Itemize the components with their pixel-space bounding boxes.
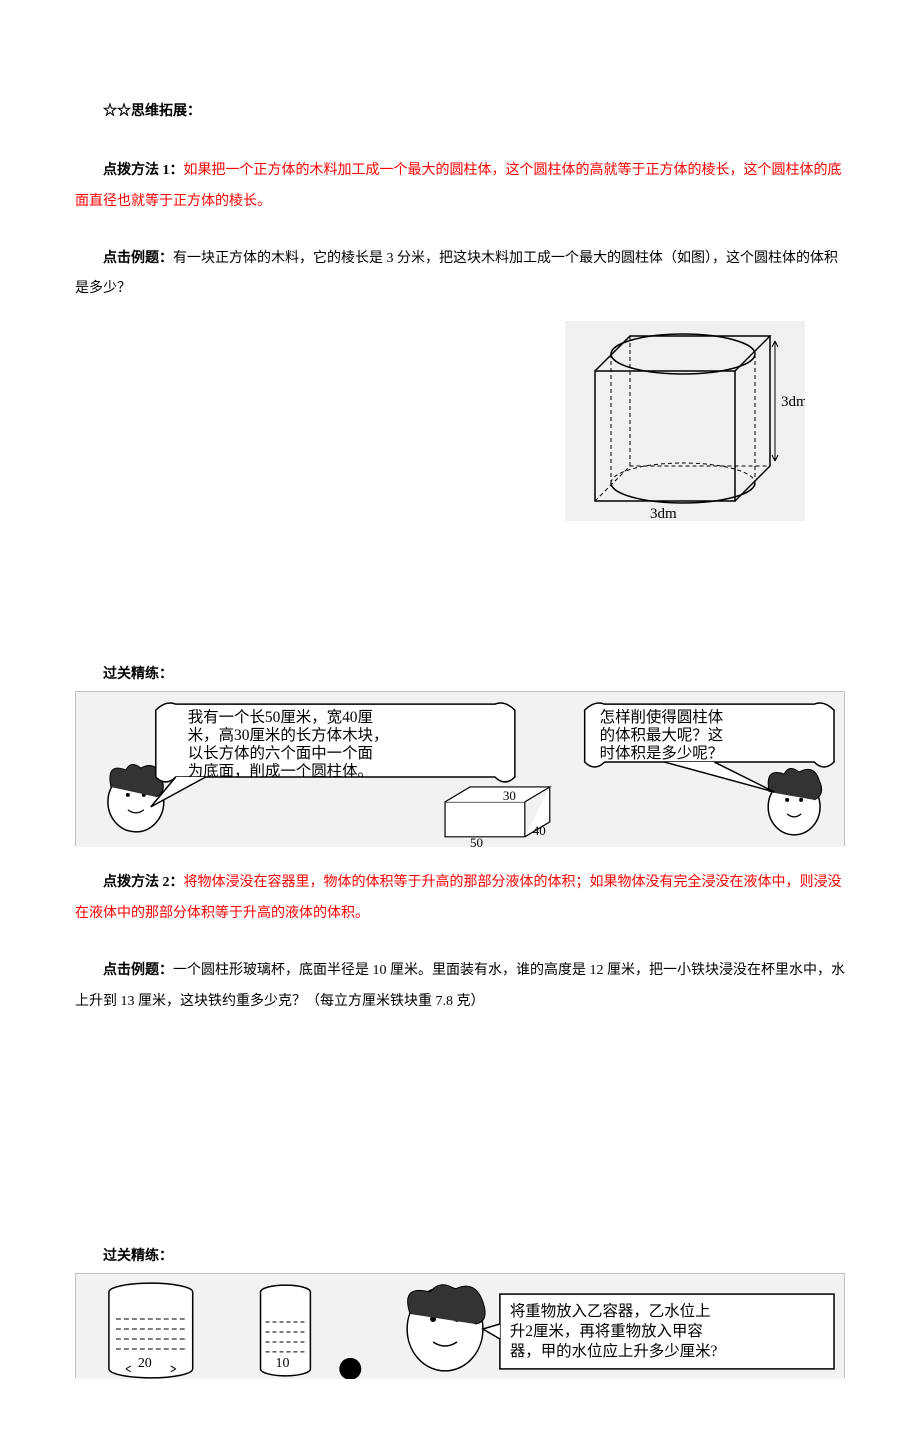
cube-label-bottom: 3dm bbox=[650, 506, 677, 521]
exercise-1-label: 过关精练： bbox=[75, 663, 845, 683]
ex1-bubble-right-1: 怎样削使得圆柱体 bbox=[600, 708, 724, 726]
example-1-paragraph: 点击例题：有一块正方体的木料，它的棱长是 3 分米，把这块木料加工成一个最大的圆… bbox=[75, 244, 845, 306]
method-2-text: 将物体浸没在容器里，物体的体积等于升高的那部分液体的体积；如果物体没有完全浸没在… bbox=[75, 875, 842, 921]
exercise-2-label: 过关精练： bbox=[75, 1245, 845, 1265]
cube-svg: 3dm 3dm bbox=[565, 321, 805, 521]
exercise-1-svg: 我有一个长50厘米，宽40厘 米，高30厘米的长方体木块， 以长方体的六个面中一… bbox=[76, 692, 844, 847]
ex1-bubble-right-2: 的体积最大呢？这 bbox=[600, 726, 724, 744]
example-2-text: 一个圆柱形玻璃杯，底面半径是 10 厘米。里面装有水，谁的高度是 12 厘米，把… bbox=[75, 963, 845, 1009]
example-1-text: 有一块正方体的木料，它的棱长是 3 分米，把这块木料加工成一个最大的圆柱体（如图… bbox=[75, 251, 838, 297]
ex1-bubble-left-2: 米，高30厘米的长方体木块， bbox=[188, 726, 389, 744]
ex2-bubble-3: 器，甲的水位应上升多少厘米? bbox=[510, 1341, 718, 1360]
example-2-paragraph: 点击例题：一个圆柱形玻璃杯，底面半径是 10 厘米。里面装有水，谁的高度是 12… bbox=[75, 956, 845, 1018]
method-1-label: 点拨方法 1： bbox=[103, 163, 184, 178]
ex1-bubble-left-1: 我有一个长50厘米，宽40厘 bbox=[188, 708, 373, 726]
ex2-bubble-2: 升2厘米，再将重物放入甲容 bbox=[510, 1322, 703, 1340]
method-2-paragraph: 点拨方法 2：将物体浸没在容器里，物体的体积等于升高的那部分液体的体积；如果物体… bbox=[75, 868, 845, 930]
exercise-2-svg: 20 10 将重物放入乙容器，乙水位上 升2厘米，再将重物放入甲容 器，甲的水位… bbox=[76, 1274, 844, 1379]
example-1-label: 点击例题： bbox=[103, 251, 173, 266]
ex1-bubble-right-3: 时体积是多少呢？ bbox=[600, 744, 724, 762]
exercise-1-figure: 我有一个长50厘米，宽40厘 米，高30厘米的长方体木块， 以长方体的六个面中一… bbox=[75, 691, 845, 846]
ex2-cyl1: 20 bbox=[138, 1356, 152, 1371]
ex1-bubble-left-3: 以长方体的六个面中一个面 bbox=[188, 744, 373, 762]
example-2-label: 点击例题： bbox=[103, 963, 173, 978]
ex1-dim-h: 30 bbox=[503, 788, 516, 803]
method-1-paragraph: 点拨方法 1：如果把一个正方体的木料加工成一个最大的圆柱体，这个圆柱体的高就等于… bbox=[75, 156, 845, 218]
method-1-text: 如果把一个正方体的木料加工成一个最大的圆柱体，这个圆柱体的高就等于正方体的棱长，… bbox=[75, 163, 842, 209]
ex1-dim-l: 50 bbox=[470, 835, 483, 847]
ex1-dim-w: 40 bbox=[533, 823, 546, 838]
section-header: ☆☆思维拓展： bbox=[75, 100, 845, 120]
method-2-label: 点拨方法 2： bbox=[103, 875, 184, 890]
cube-label-right: 3dm bbox=[781, 394, 805, 410]
exercise-2-figure: 20 10 将重物放入乙容器，乙水位上 升2厘米，再将重物放入甲容 器，甲的水位… bbox=[75, 1273, 845, 1378]
cube-figure: 3dm 3dm bbox=[75, 321, 845, 521]
ex2-cyl2: 10 bbox=[275, 1356, 289, 1371]
ex1-bubble-left-4: 为底面，削成一个圆柱体。 bbox=[188, 762, 373, 780]
ex2-bubble-1: 将重物放入乙容器，乙水位上 bbox=[510, 1302, 711, 1320]
